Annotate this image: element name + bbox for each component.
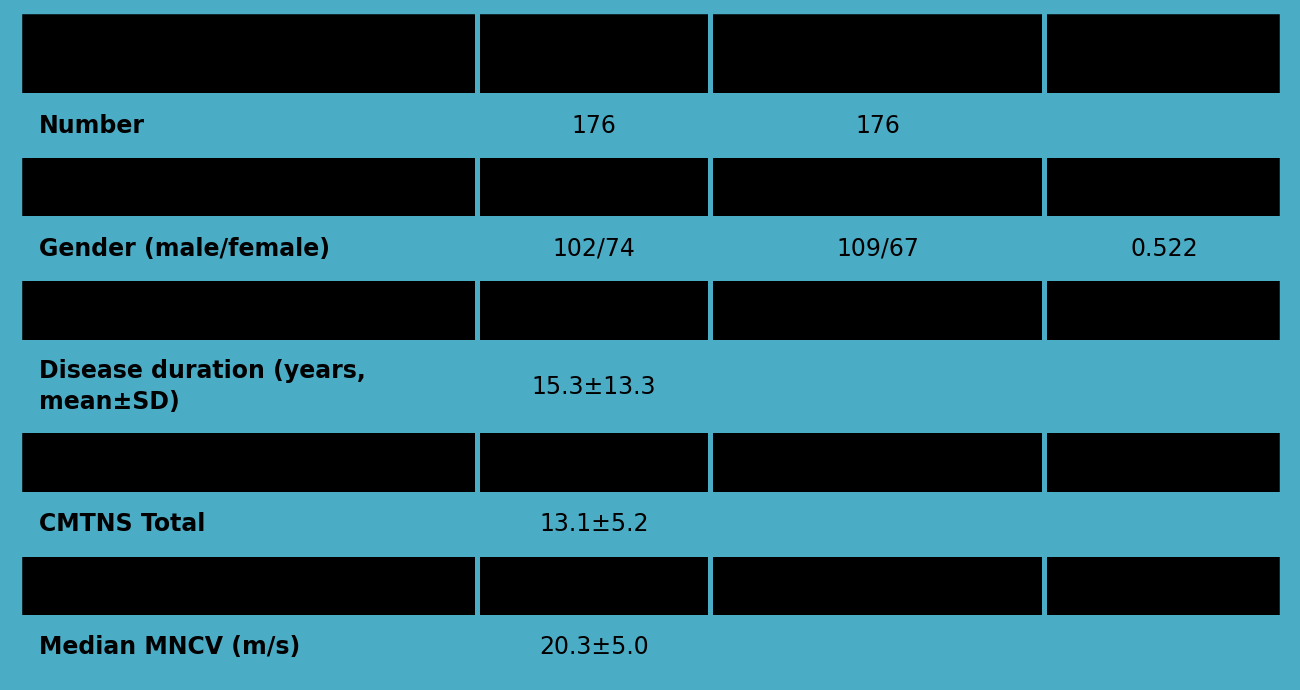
Bar — [20, 557, 474, 615]
Text: 102/74: 102/74 — [552, 237, 636, 261]
Bar — [1048, 158, 1280, 217]
Bar — [712, 557, 1043, 615]
Bar — [712, 12, 1043, 93]
Text: 176: 176 — [855, 114, 900, 138]
Bar — [20, 339, 1280, 433]
Bar — [1048, 282, 1280, 339]
Bar — [712, 433, 1043, 492]
Text: 20.3±5.0: 20.3±5.0 — [540, 635, 649, 659]
Text: Median MNCV (m/s): Median MNCV (m/s) — [39, 635, 300, 659]
Text: Disease duration (years,
mean±SD): Disease duration (years, mean±SD) — [39, 359, 365, 414]
Bar — [712, 158, 1043, 217]
Bar — [20, 615, 1280, 680]
Bar — [480, 12, 707, 93]
Bar — [1048, 557, 1280, 615]
Text: Number: Number — [39, 114, 146, 138]
Bar — [480, 557, 707, 615]
Bar — [20, 158, 474, 217]
Text: Gender (male/female): Gender (male/female) — [39, 237, 330, 261]
Text: 15.3±13.3: 15.3±13.3 — [532, 375, 656, 399]
Bar — [480, 433, 707, 492]
Bar — [20, 282, 474, 339]
Text: 176: 176 — [572, 114, 616, 138]
Text: 0.522: 0.522 — [1130, 237, 1197, 261]
Bar — [20, 12, 474, 93]
Bar — [20, 217, 1280, 282]
Text: CMTNS Total: CMTNS Total — [39, 512, 205, 536]
Bar — [1048, 433, 1280, 492]
Text: 109/67: 109/67 — [836, 237, 919, 261]
Bar — [20, 433, 474, 492]
Bar — [1048, 12, 1280, 93]
Bar — [480, 282, 707, 339]
Bar — [712, 282, 1043, 339]
Bar — [20, 93, 1280, 158]
Bar — [480, 158, 707, 217]
Bar — [20, 492, 1280, 557]
Text: 13.1±5.2: 13.1±5.2 — [540, 512, 649, 536]
